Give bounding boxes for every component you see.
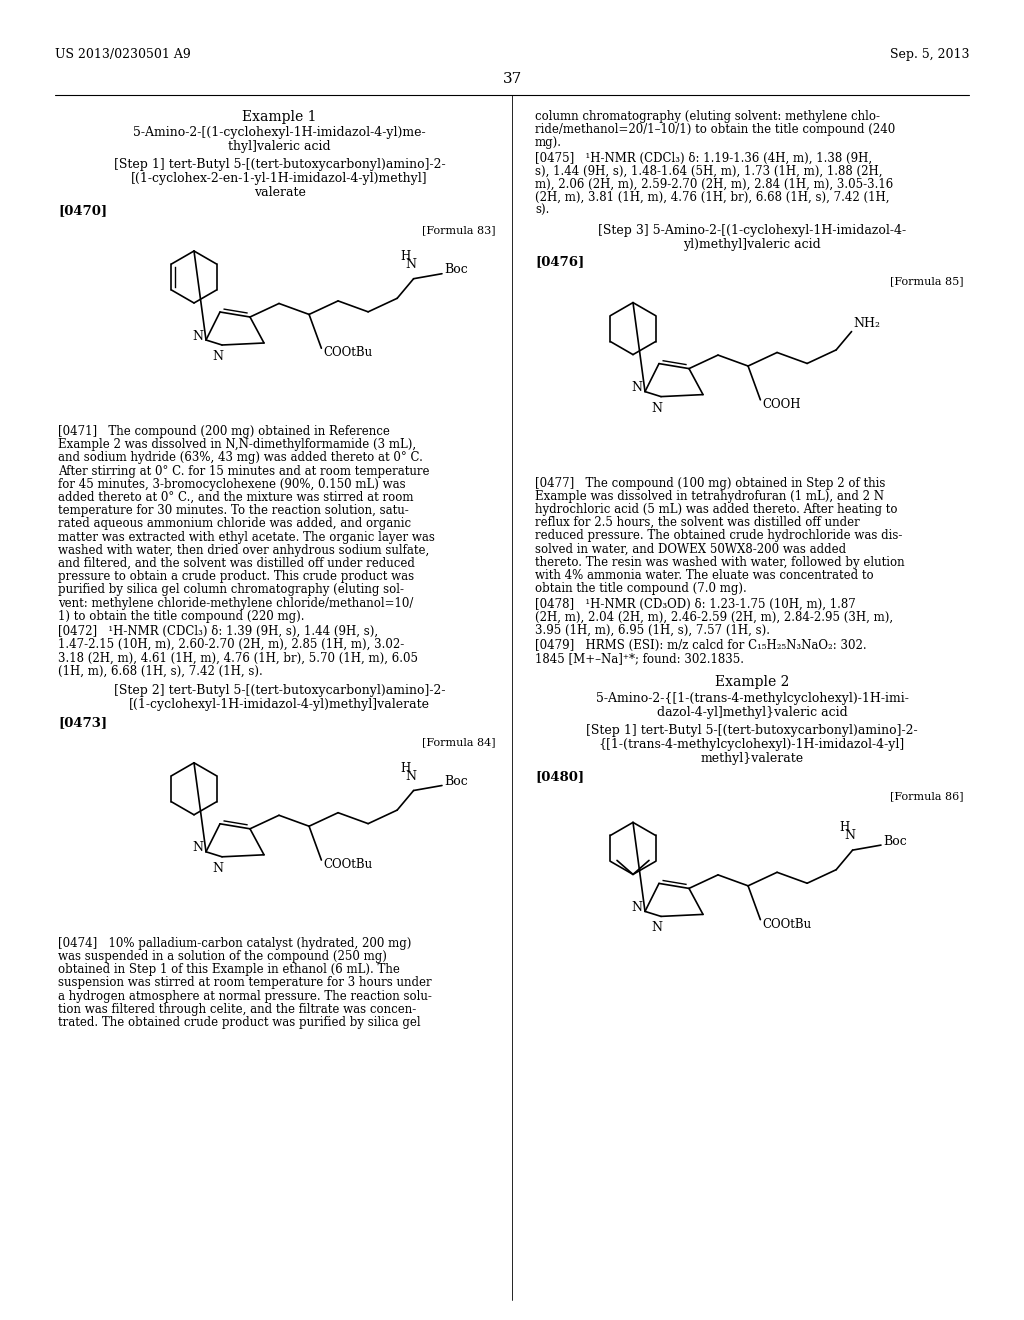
Text: [0478]   ¹H-NMR (CD₃OD) δ: 1.23-1.75 (10H, m), 1.87: [0478] ¹H-NMR (CD₃OD) δ: 1.23-1.75 (10H,… xyxy=(535,598,856,610)
Text: methyl}valerate: methyl}valerate xyxy=(700,752,804,766)
Text: COOtBu: COOtBu xyxy=(763,917,811,931)
Text: [Step 3] 5-Amino-2-[(1-cyclohexyl-1H-imidazol-4-: [Step 3] 5-Amino-2-[(1-cyclohexyl-1H-imi… xyxy=(598,223,906,236)
Text: [(1-cyclohexyl-1H-imidazol-4-yl)methyl]valerate: [(1-cyclohexyl-1H-imidazol-4-yl)methyl]v… xyxy=(129,698,430,710)
Text: N: N xyxy=(844,829,855,842)
Text: rated aqueous ammonium chloride was added, and organic: rated aqueous ammonium chloride was adde… xyxy=(58,517,411,531)
Text: US 2013/0230501 A9: US 2013/0230501 A9 xyxy=(55,48,190,61)
Text: 1845 [M+–Na]⁺*; found: 302.1835.: 1845 [M+–Na]⁺*; found: 302.1835. xyxy=(535,652,744,665)
Text: [Formula 83]: [Formula 83] xyxy=(422,224,496,235)
Text: pressure to obtain a crude product. This crude product was: pressure to obtain a crude product. This… xyxy=(58,570,414,583)
Text: [Formula 85]: [Formula 85] xyxy=(891,277,964,286)
Text: N: N xyxy=(213,350,223,363)
Text: yl)methyl]valeric acid: yl)methyl]valeric acid xyxy=(683,238,821,251)
Text: Boc: Boc xyxy=(883,834,906,847)
Text: and sodium hydride (63%, 43 mg) was added thereto at 0° C.: and sodium hydride (63%, 43 mg) was adde… xyxy=(58,451,423,465)
Text: reflux for 2.5 hours, the solvent was distilled off under: reflux for 2.5 hours, the solvent was di… xyxy=(535,516,860,529)
Text: 3.95 (1H, m), 6.95 (1H, s), 7.57 (1H, s).: 3.95 (1H, m), 6.95 (1H, s), 7.57 (1H, s)… xyxy=(535,624,770,636)
Text: 1.47-2.15 (10H, m), 2.60-2.70 (2H, m), 2.85 (1H, m), 3.02-: 1.47-2.15 (10H, m), 2.60-2.70 (2H, m), 2… xyxy=(58,638,404,651)
Text: Example 2 was dissolved in N,N-dimethylformamide (3 mL),: Example 2 was dissolved in N,N-dimethylf… xyxy=(58,438,416,451)
Text: dazol-4-yl]methyl}valeric acid: dazol-4-yl]methyl}valeric acid xyxy=(656,706,848,719)
Text: [0480]: [0480] xyxy=(535,771,584,783)
Text: {[1-(trans-4-methylcyclohexyl)-1H-imidazol-4-yl]: {[1-(trans-4-methylcyclohexyl)-1H-imidaz… xyxy=(599,738,905,751)
Text: N: N xyxy=(651,921,663,935)
Text: column chromatography (eluting solvent: methylene chlo-: column chromatography (eluting solvent: … xyxy=(535,110,880,123)
Text: and filtered, and the solvent was distilled off under reduced: and filtered, and the solvent was distil… xyxy=(58,557,415,570)
Text: 5-Amino-2-[(1-cyclohexyl-1H-imidazol-4-yl)me-: 5-Amino-2-[(1-cyclohexyl-1H-imidazol-4-y… xyxy=(133,125,426,139)
Text: N: N xyxy=(406,770,416,783)
Text: [0477]   The compound (100 mg) obtained in Step 2 of this: [0477] The compound (100 mg) obtained in… xyxy=(535,477,886,490)
Text: Boc: Boc xyxy=(444,775,468,788)
Text: thyl]valeric acid: thyl]valeric acid xyxy=(228,140,331,153)
Text: [(1-cyclohex-2-en-1-yl-1H-imidazol-4-yl)methyl]: [(1-cyclohex-2-en-1-yl-1H-imidazol-4-yl)… xyxy=(131,172,428,185)
Text: [0474]   10% palladium-carbon catalyst (hydrated, 200 mg): [0474] 10% palladium-carbon catalyst (hy… xyxy=(58,937,412,950)
Text: 3.18 (2H, m), 4.61 (1H, m), 4.76 (1H, br), 5.70 (1H, m), 6.05: 3.18 (2H, m), 4.61 (1H, m), 4.76 (1H, br… xyxy=(58,651,418,664)
Text: a hydrogen atmosphere at normal pressure. The reaction solu-: a hydrogen atmosphere at normal pressure… xyxy=(58,990,432,1003)
Text: reduced pressure. The obtained crude hydrochloride was dis-: reduced pressure. The obtained crude hyd… xyxy=(535,529,902,543)
Text: [Formula 84]: [Formula 84] xyxy=(422,737,496,747)
Text: hydrochloric acid (5 mL) was added thereto. After heating to: hydrochloric acid (5 mL) was added there… xyxy=(535,503,897,516)
Text: N: N xyxy=(213,862,223,875)
Text: (2H, m), 2.04 (2H, m), 2.46-2.59 (2H, m), 2.84-2.95 (3H, m),: (2H, m), 2.04 (2H, m), 2.46-2.59 (2H, m)… xyxy=(535,611,893,623)
Text: ride/methanol=20/1–10/1) to obtain the title compound (240: ride/methanol=20/1–10/1) to obtain the t… xyxy=(535,123,895,136)
Text: N: N xyxy=(406,257,416,271)
Text: (2H, m), 3.81 (1H, m), 4.76 (1H, br), 6.68 (1H, s), 7.42 (1H,: (2H, m), 3.81 (1H, m), 4.76 (1H, br), 6.… xyxy=(535,191,890,205)
Text: N: N xyxy=(631,381,642,395)
Text: mg).: mg). xyxy=(535,136,562,149)
Text: 5-Amino-2-{[1-(trans-4-methylcyclohexyl)-1H-imi-: 5-Amino-2-{[1-(trans-4-methylcyclohexyl)… xyxy=(596,693,908,705)
Text: After stirring at 0° C. for 15 minutes and at room temperature: After stirring at 0° C. for 15 minutes a… xyxy=(58,465,429,478)
Text: 37: 37 xyxy=(503,73,521,86)
Text: valerate: valerate xyxy=(254,186,305,199)
Text: (1H, m), 6.68 (1H, s), 7.42 (1H, s).: (1H, m), 6.68 (1H, s), 7.42 (1H, s). xyxy=(58,664,263,677)
Text: trated. The obtained crude product was purified by silica gel: trated. The obtained crude product was p… xyxy=(58,1016,421,1030)
Text: tion was filtered through celite, and the filtrate was concen-: tion was filtered through celite, and th… xyxy=(58,1003,416,1016)
Text: COOtBu: COOtBu xyxy=(324,858,373,871)
Text: H: H xyxy=(400,762,411,775)
Text: purified by silica gel column chromatography (eluting sol-: purified by silica gel column chromatogr… xyxy=(58,583,404,597)
Text: Sep. 5, 2013: Sep. 5, 2013 xyxy=(890,48,969,61)
Text: suspension was stirred at room temperature for 3 hours under: suspension was stirred at room temperatu… xyxy=(58,977,432,990)
Text: s), 1.44 (9H, s), 1.48-1.64 (5H, m), 1.73 (1H, m), 1.88 (2H,: s), 1.44 (9H, s), 1.48-1.64 (5H, m), 1.7… xyxy=(535,165,883,178)
Text: thereto. The resin was washed with water, followed by elution: thereto. The resin was washed with water… xyxy=(535,556,904,569)
Text: H: H xyxy=(840,821,850,834)
Text: [0475]   ¹H-NMR (CDCl₃) δ: 1.19-1.36 (4H, m), 1.38 (9H,: [0475] ¹H-NMR (CDCl₃) δ: 1.19-1.36 (4H, … xyxy=(535,152,872,165)
Text: Example 2: Example 2 xyxy=(715,676,790,689)
Text: [0472]   ¹H-NMR (CDCl₃) δ: 1.39 (9H, s), 1.44 (9H, s),: [0472] ¹H-NMR (CDCl₃) δ: 1.39 (9H, s), 1… xyxy=(58,624,378,638)
Text: added thereto at 0° C., and the mixture was stirred at room: added thereto at 0° C., and the mixture … xyxy=(58,491,414,504)
Text: N: N xyxy=(631,902,642,913)
Text: [0476]: [0476] xyxy=(535,256,585,268)
Text: N: N xyxy=(651,401,663,414)
Text: with 4% ammonia water. The eluate was concentrated to: with 4% ammonia water. The eluate was co… xyxy=(535,569,873,582)
Text: temperature for 30 minutes. To the reaction solution, satu-: temperature for 30 minutes. To the react… xyxy=(58,504,409,517)
Text: [0473]: [0473] xyxy=(58,715,108,729)
Text: COOtBu: COOtBu xyxy=(324,346,373,359)
Text: Example was dissolved in tetrahydrofuran (1 mL), and 2 N: Example was dissolved in tetrahydrofuran… xyxy=(535,490,884,503)
Text: [Step 1] tert-Butyl 5-[(tert-butoxycarbonyl)amino]-2-: [Step 1] tert-Butyl 5-[(tert-butoxycarbo… xyxy=(586,725,918,738)
Text: Example 1: Example 1 xyxy=(243,110,316,124)
Text: [0470]: [0470] xyxy=(58,205,108,216)
Text: [Step 2] tert-Butyl 5-[(tert-butoxycarbonyl)amino]-2-: [Step 2] tert-Butyl 5-[(tert-butoxycarbo… xyxy=(114,684,445,697)
Text: H: H xyxy=(400,249,411,263)
Text: matter was extracted with ethyl acetate. The organic layer was: matter was extracted with ethyl acetate.… xyxy=(58,531,435,544)
Text: vent: methylene chloride-methylene chloride/methanol=10/: vent: methylene chloride-methylene chlor… xyxy=(58,597,414,610)
Text: N: N xyxy=(193,330,203,342)
Text: Boc: Boc xyxy=(444,263,468,276)
Text: obtained in Step 1 of this Example in ethanol (6 mL). The: obtained in Step 1 of this Example in et… xyxy=(58,964,400,977)
Text: N: N xyxy=(193,841,203,854)
Text: [Step 1] tert-Butyl 5-[(tert-butoxycarbonyl)amino]-2-: [Step 1] tert-Butyl 5-[(tert-butoxycarbo… xyxy=(114,158,445,172)
Text: was suspended in a solution of the compound (250 mg): was suspended in a solution of the compo… xyxy=(58,950,387,964)
Text: [0479]   HRMS (ESI): m/z calcd for C₁₅H₂₅N₃NaO₂: 302.: [0479] HRMS (ESI): m/z calcd for C₁₅H₂₅N… xyxy=(535,639,866,652)
Text: COOH: COOH xyxy=(763,397,801,411)
Text: [Formula 86]: [Formula 86] xyxy=(891,792,964,801)
Text: solved in water, and DOWEX 50WX8-200 was added: solved in water, and DOWEX 50WX8-200 was… xyxy=(535,543,846,556)
Text: NH₂: NH₂ xyxy=(854,317,881,330)
Text: 1) to obtain the title compound (220 mg).: 1) to obtain the title compound (220 mg)… xyxy=(58,610,304,623)
Text: s).: s). xyxy=(535,205,549,218)
Text: [0471]   The compound (200 mg) obtained in Reference: [0471] The compound (200 mg) obtained in… xyxy=(58,425,390,438)
Text: m), 2.06 (2H, m), 2.59-2.70 (2H, m), 2.84 (1H, m), 3.05-3.16: m), 2.06 (2H, m), 2.59-2.70 (2H, m), 2.8… xyxy=(535,178,893,191)
Text: washed with water, then dried over anhydrous sodium sulfate,: washed with water, then dried over anhyd… xyxy=(58,544,429,557)
Text: obtain the title compound (7.0 mg).: obtain the title compound (7.0 mg). xyxy=(535,582,746,595)
Text: for 45 minutes, 3-bromocyclohexene (90%, 0.150 mL) was: for 45 minutes, 3-bromocyclohexene (90%,… xyxy=(58,478,406,491)
